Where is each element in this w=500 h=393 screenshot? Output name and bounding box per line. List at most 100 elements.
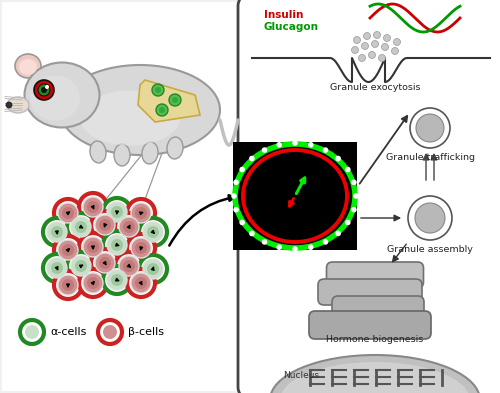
Ellipse shape — [7, 97, 29, 113]
Ellipse shape — [30, 75, 80, 121]
Circle shape — [354, 37, 360, 44]
Circle shape — [345, 167, 350, 172]
Circle shape — [123, 260, 135, 272]
Circle shape — [111, 239, 123, 251]
Circle shape — [34, 80, 54, 100]
Text: Nucleus: Nucleus — [283, 371, 319, 380]
Circle shape — [83, 197, 103, 217]
Circle shape — [107, 202, 127, 222]
Ellipse shape — [24, 62, 100, 127]
Circle shape — [169, 94, 181, 106]
Circle shape — [99, 219, 111, 231]
Circle shape — [67, 213, 95, 241]
Circle shape — [231, 193, 237, 199]
Circle shape — [75, 221, 87, 233]
Circle shape — [20, 320, 44, 344]
Circle shape — [103, 231, 131, 259]
Circle shape — [353, 193, 359, 199]
Circle shape — [336, 231, 341, 236]
Ellipse shape — [15, 54, 41, 78]
Circle shape — [336, 156, 341, 161]
Circle shape — [119, 217, 139, 237]
Circle shape — [6, 102, 12, 108]
Circle shape — [249, 231, 254, 236]
Circle shape — [392, 48, 398, 55]
Circle shape — [276, 244, 282, 250]
Ellipse shape — [270, 355, 480, 393]
Circle shape — [127, 234, 155, 262]
Circle shape — [240, 220, 245, 225]
Circle shape — [54, 271, 82, 299]
Circle shape — [382, 44, 388, 50]
Circle shape — [368, 51, 376, 59]
Ellipse shape — [167, 137, 183, 159]
Circle shape — [62, 207, 74, 219]
Circle shape — [79, 193, 107, 221]
Text: β-cells: β-cells — [128, 327, 164, 337]
Circle shape — [155, 87, 161, 93]
Circle shape — [139, 255, 167, 283]
Circle shape — [364, 33, 370, 40]
Circle shape — [47, 258, 67, 278]
Circle shape — [51, 262, 63, 274]
Circle shape — [135, 242, 147, 254]
Circle shape — [352, 46, 358, 53]
Circle shape — [123, 221, 135, 233]
Circle shape — [135, 277, 147, 289]
Circle shape — [351, 180, 356, 185]
Circle shape — [394, 39, 400, 46]
Circle shape — [322, 147, 328, 153]
Polygon shape — [138, 80, 200, 122]
Circle shape — [374, 31, 380, 39]
FancyBboxPatch shape — [318, 279, 422, 305]
Circle shape — [111, 206, 123, 218]
Text: Granule trafficking: Granule trafficking — [386, 153, 474, 162]
Text: α-cells: α-cells — [50, 327, 86, 337]
Circle shape — [147, 263, 159, 275]
Circle shape — [416, 114, 444, 142]
Circle shape — [415, 203, 445, 233]
Circle shape — [67, 252, 95, 280]
Circle shape — [351, 207, 356, 213]
Ellipse shape — [90, 141, 106, 163]
Circle shape — [308, 142, 314, 148]
Text: Insulin: Insulin — [264, 10, 304, 20]
Circle shape — [107, 235, 127, 255]
Circle shape — [58, 275, 78, 295]
Circle shape — [83, 237, 103, 257]
Circle shape — [143, 259, 163, 279]
Circle shape — [38, 84, 50, 96]
Circle shape — [58, 240, 78, 260]
Circle shape — [98, 320, 122, 344]
Circle shape — [87, 241, 99, 253]
Circle shape — [47, 222, 67, 242]
Ellipse shape — [142, 142, 158, 164]
Circle shape — [45, 85, 49, 89]
Circle shape — [43, 218, 71, 246]
Circle shape — [75, 260, 87, 272]
Circle shape — [372, 40, 378, 48]
Circle shape — [95, 253, 115, 273]
Circle shape — [41, 87, 47, 93]
Circle shape — [410, 108, 450, 148]
Circle shape — [115, 252, 143, 280]
Circle shape — [362, 42, 368, 50]
Circle shape — [135, 207, 147, 219]
Circle shape — [43, 254, 71, 282]
Circle shape — [99, 257, 111, 269]
Circle shape — [79, 233, 107, 261]
Ellipse shape — [114, 144, 130, 166]
FancyBboxPatch shape — [332, 296, 424, 322]
Circle shape — [345, 220, 350, 225]
Circle shape — [111, 274, 123, 286]
Circle shape — [131, 273, 151, 293]
Circle shape — [147, 226, 159, 238]
Circle shape — [103, 198, 131, 226]
Ellipse shape — [280, 362, 470, 393]
Circle shape — [249, 156, 254, 161]
Circle shape — [234, 207, 239, 213]
Circle shape — [115, 213, 143, 241]
Circle shape — [276, 142, 282, 148]
Circle shape — [139, 218, 167, 246]
Bar — [233, 142, 357, 250]
